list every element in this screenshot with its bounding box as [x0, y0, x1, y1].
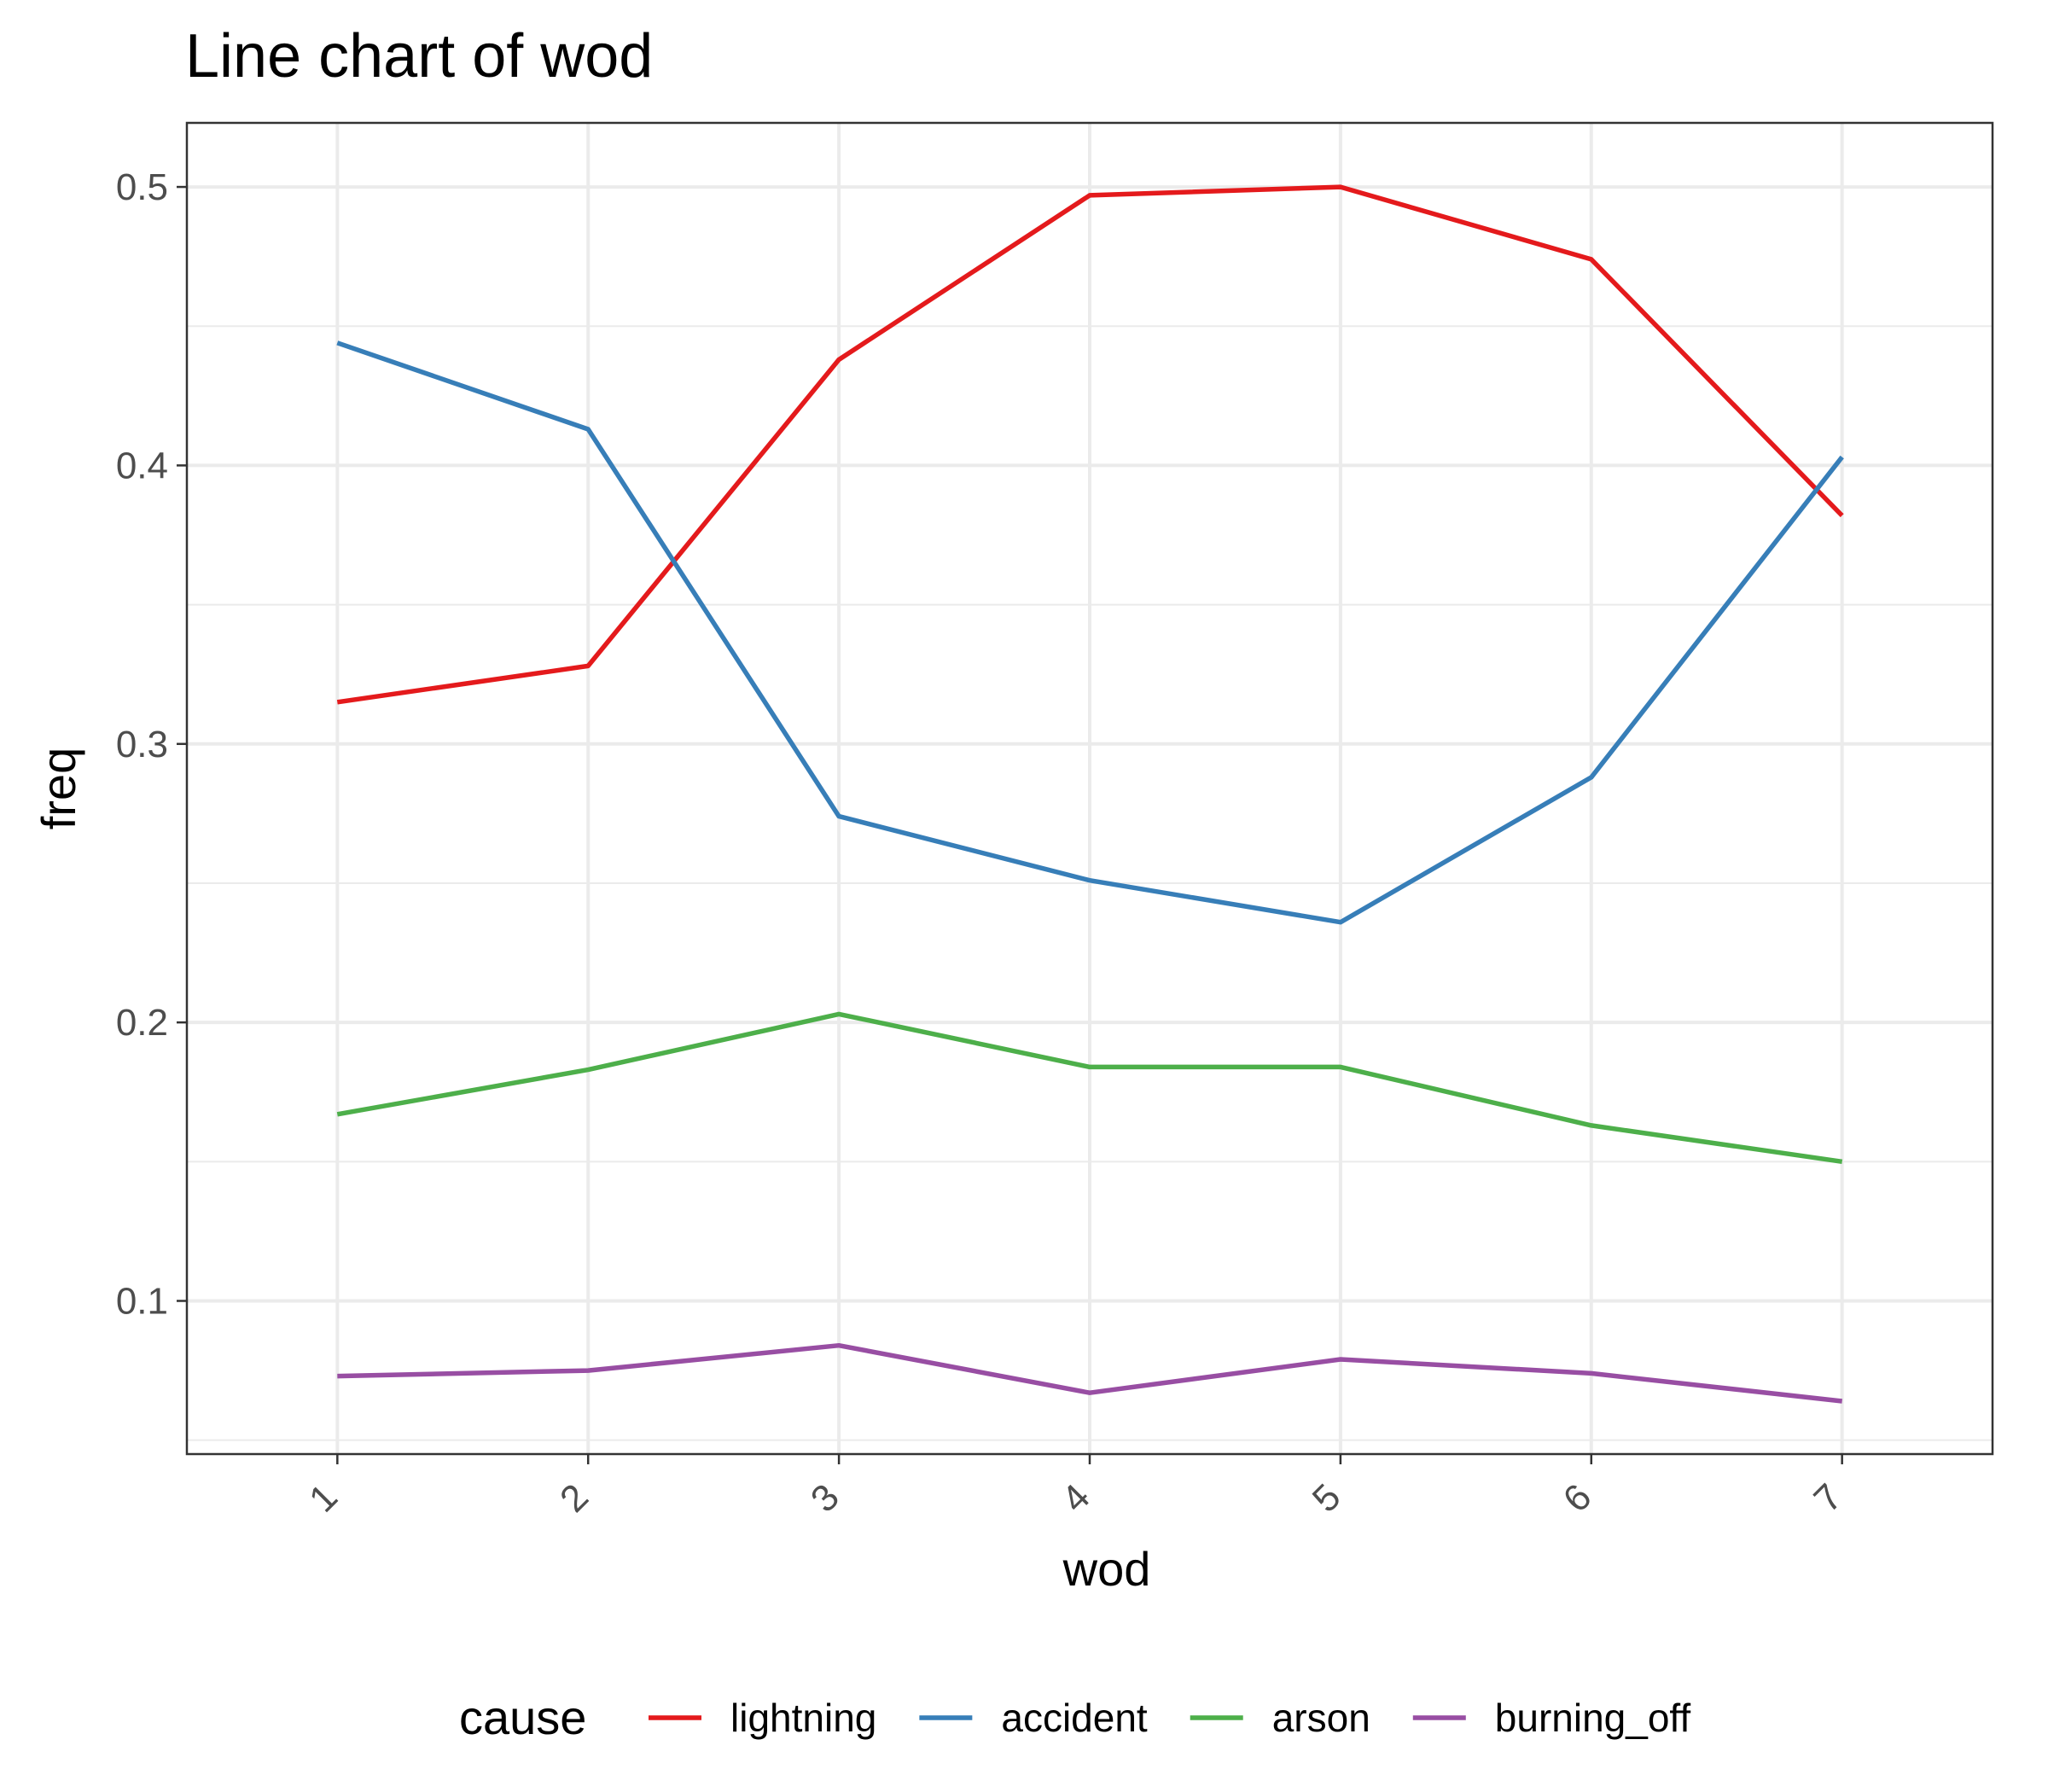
y-tick-label: 0.1	[116, 1281, 168, 1323]
x-tick-label: 5	[1305, 1476, 1349, 1521]
legend-label-accident: accident	[1001, 1696, 1148, 1740]
legend-label-arson: arson	[1272, 1696, 1370, 1740]
legend-label-burning-off: burning_off	[1495, 1696, 1691, 1740]
series-line-burning-off	[337, 1342, 1843, 1404]
y-tick-label: 0.2	[116, 1002, 168, 1044]
y-tick-label: 0.5	[116, 166, 168, 208]
series-line-lightning	[336, 184, 1844, 705]
chart-title: Line chart of wod	[185, 22, 653, 90]
x-tick-label: 2	[552, 1476, 596, 1521]
x-axis-ticks: 1 2 3 4 5 6 7	[301, 1454, 1850, 1521]
series-line-arson	[336, 1011, 1843, 1165]
legend-title: cause	[459, 1690, 586, 1744]
legend-label-lightning: lightning	[730, 1696, 876, 1740]
x-tick-label: 4	[1054, 1476, 1098, 1521]
x-tick-label: 6	[1556, 1476, 1600, 1521]
grid	[187, 123, 1993, 1454]
y-tick-label: 0.4	[116, 445, 168, 486]
y-axis-title: freq	[32, 748, 85, 830]
y-axis-ticks: 0.1 0.2 0.3 0.4 0.5	[116, 166, 187, 1323]
y-tick-label: 0.3	[116, 724, 168, 765]
x-axis-title: wod	[1062, 1542, 1151, 1596]
x-tick-label: 7	[1806, 1476, 1850, 1521]
legend: cause lightning accident arson burning_off	[459, 1690, 1690, 1744]
series-lines	[336, 184, 1844, 1404]
x-tick-label: 3	[803, 1476, 847, 1521]
series-line-accident	[336, 340, 1844, 925]
x-tick-label: 1	[301, 1476, 346, 1521]
